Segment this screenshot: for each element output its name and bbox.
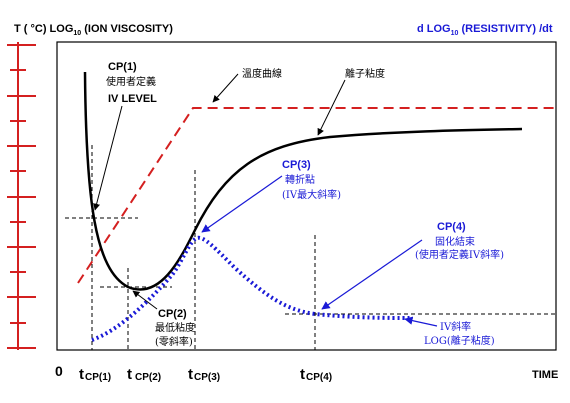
temperature-curve-label: 溫度曲線 [242, 67, 282, 80]
svg-text:(零斜率): (零斜率) [155, 335, 193, 348]
svg-text:CP(3): CP(3) [282, 159, 311, 171]
t-cp1-label: tCP(1) [79, 366, 111, 383]
svg-text:(使用者定義IV斜率): (使用者定義IV斜率) [415, 248, 504, 261]
left-axis-title: T ( °C) LOG10 (ION VISCOSITY) [14, 23, 173, 37]
svg-text:轉折點: 轉折點 [285, 173, 315, 186]
cp3-annotation: CP(3) 轉折點 (IV最大斜率) [201, 159, 341, 233]
svg-text:IV LEVEL: IV LEVEL [108, 93, 157, 105]
temperature-curve [77, 107, 555, 284]
cp4-annotation: CP(4) 固化結束 (使用者定義IV斜率) [321, 221, 504, 310]
svg-text:(IV最大斜率): (IV最大斜率) [282, 188, 341, 201]
cp2-annotation: CP(2) 最低粘度 (零斜率) [132, 290, 195, 348]
temperature-ticks [7, 44, 36, 349]
origin-label: 0 [55, 363, 63, 379]
temperature-label-arrow [212, 73, 239, 103]
t-cp4-label: tCP(4) [300, 366, 332, 383]
viscosity-label-arrow [317, 79, 346, 136]
svg-text:使用者定義: 使用者定義 [106, 75, 156, 88]
time-axis-label: TIME [532, 369, 558, 381]
svg-text:CP(1): CP(1) [108, 61, 137, 73]
svg-text:固化結束: 固化結束 [435, 235, 475, 248]
ion-viscosity-curve [83, 71, 523, 291]
t-cp2-label: t CP(2) [127, 366, 161, 383]
plot-frame [56, 41, 557, 351]
svg-text:CP(4): CP(4) [437, 221, 466, 233]
svg-text:LOG(離子粘度): LOG(離子粘度) [424, 334, 495, 347]
iv-slope-annotation: IV斜率 LOG(離子粘度) [404, 316, 495, 347]
t-cp3-label: tCP(3) [188, 366, 220, 383]
right-axis-title: d LOG10 (RESISTIVITY) /dt [417, 23, 553, 37]
svg-text:CP(2): CP(2) [158, 308, 187, 320]
svg-text:最低粘度: 最低粘度 [155, 321, 195, 334]
viscosity-curve-label: 離子粘度 [345, 67, 385, 80]
svg-text:IV斜率: IV斜率 [440, 320, 471, 333]
resistivity-derivative-curve [91, 235, 411, 342]
cp1-annotation: CP(1) 使用者定義 IV LEVEL [93, 61, 157, 211]
